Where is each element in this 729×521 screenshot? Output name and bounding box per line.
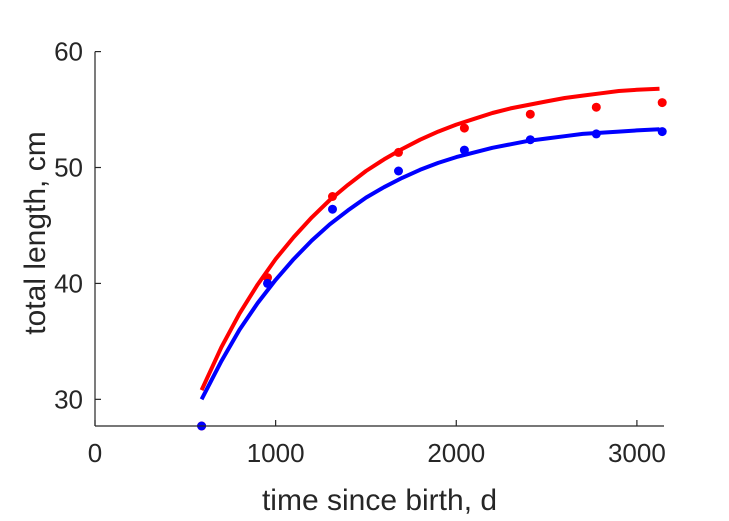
y-tick-label: 50 xyxy=(54,153,83,183)
data-point-0 xyxy=(328,192,337,201)
data-point-1 xyxy=(591,129,601,139)
y-tick-label: 30 xyxy=(54,384,83,414)
data-point-0 xyxy=(657,98,667,108)
y-axis-ticks: 30 40 50 60 xyxy=(54,37,101,414)
x-axis-label: time since birth, d xyxy=(262,484,497,517)
fit-curve-1 xyxy=(199,127,660,401)
x-tick-label: 0 xyxy=(88,438,102,468)
y-tick-label: 40 xyxy=(54,268,83,298)
data-point-1 xyxy=(263,278,272,288)
data-point-0 xyxy=(394,147,403,157)
data-point-1 xyxy=(328,204,337,214)
data-points xyxy=(197,98,667,431)
fit-curve-0 xyxy=(199,86,660,391)
x-tick-label: 1000 xyxy=(247,438,305,468)
data-point-0 xyxy=(525,109,535,119)
x-tick-label: 3000 xyxy=(608,438,666,468)
x-tick-label: 2000 xyxy=(427,438,485,468)
data-point-1 xyxy=(459,145,469,155)
data-point-1 xyxy=(525,135,535,145)
data-point-0 xyxy=(459,123,469,133)
y-tick-label: 60 xyxy=(54,37,83,67)
x-axis-ticks: 0 1000 2000 3000 xyxy=(88,420,666,468)
data-point-0 xyxy=(591,102,601,112)
y-axis-label: total length, cm xyxy=(19,131,52,334)
data-point-1 xyxy=(394,166,403,176)
data-point-1 xyxy=(657,127,667,137)
fit-curves xyxy=(199,86,660,401)
